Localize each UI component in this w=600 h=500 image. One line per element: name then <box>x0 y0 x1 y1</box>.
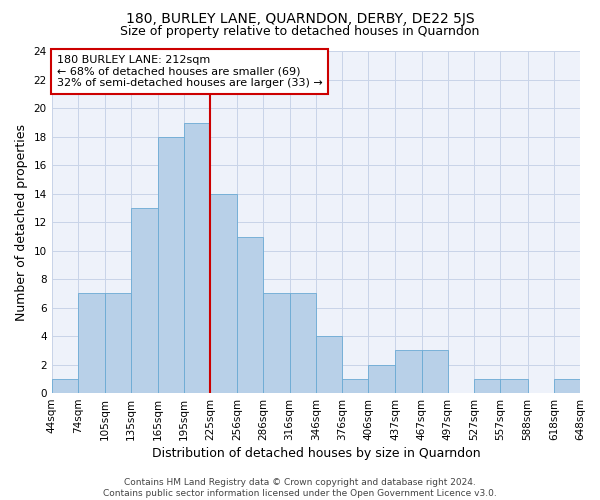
Y-axis label: Number of detached properties: Number of detached properties <box>15 124 28 321</box>
Bar <box>500 379 527 393</box>
Bar <box>368 364 395 393</box>
Bar <box>78 294 105 393</box>
X-axis label: Distribution of detached houses by size in Quarndon: Distribution of detached houses by size … <box>152 447 480 460</box>
Bar <box>342 379 368 393</box>
Bar <box>422 350 448 393</box>
Bar <box>237 236 263 393</box>
Bar <box>131 208 158 393</box>
Bar <box>316 336 342 393</box>
Bar <box>554 379 580 393</box>
Bar <box>395 350 422 393</box>
Bar <box>158 137 184 393</box>
Text: Size of property relative to detached houses in Quarndon: Size of property relative to detached ho… <box>121 25 479 38</box>
Bar <box>105 294 131 393</box>
Bar <box>290 294 316 393</box>
Bar <box>52 379 78 393</box>
Text: 180, BURLEY LANE, QUARNDON, DERBY, DE22 5JS: 180, BURLEY LANE, QUARNDON, DERBY, DE22 … <box>125 12 475 26</box>
Text: Contains HM Land Registry data © Crown copyright and database right 2024.
Contai: Contains HM Land Registry data © Crown c… <box>103 478 497 498</box>
Bar <box>474 379 500 393</box>
Text: 180 BURLEY LANE: 212sqm
← 68% of detached houses are smaller (69)
32% of semi-de: 180 BURLEY LANE: 212sqm ← 68% of detache… <box>57 55 323 88</box>
Bar <box>184 122 210 393</box>
Bar <box>263 294 290 393</box>
Bar <box>210 194 237 393</box>
